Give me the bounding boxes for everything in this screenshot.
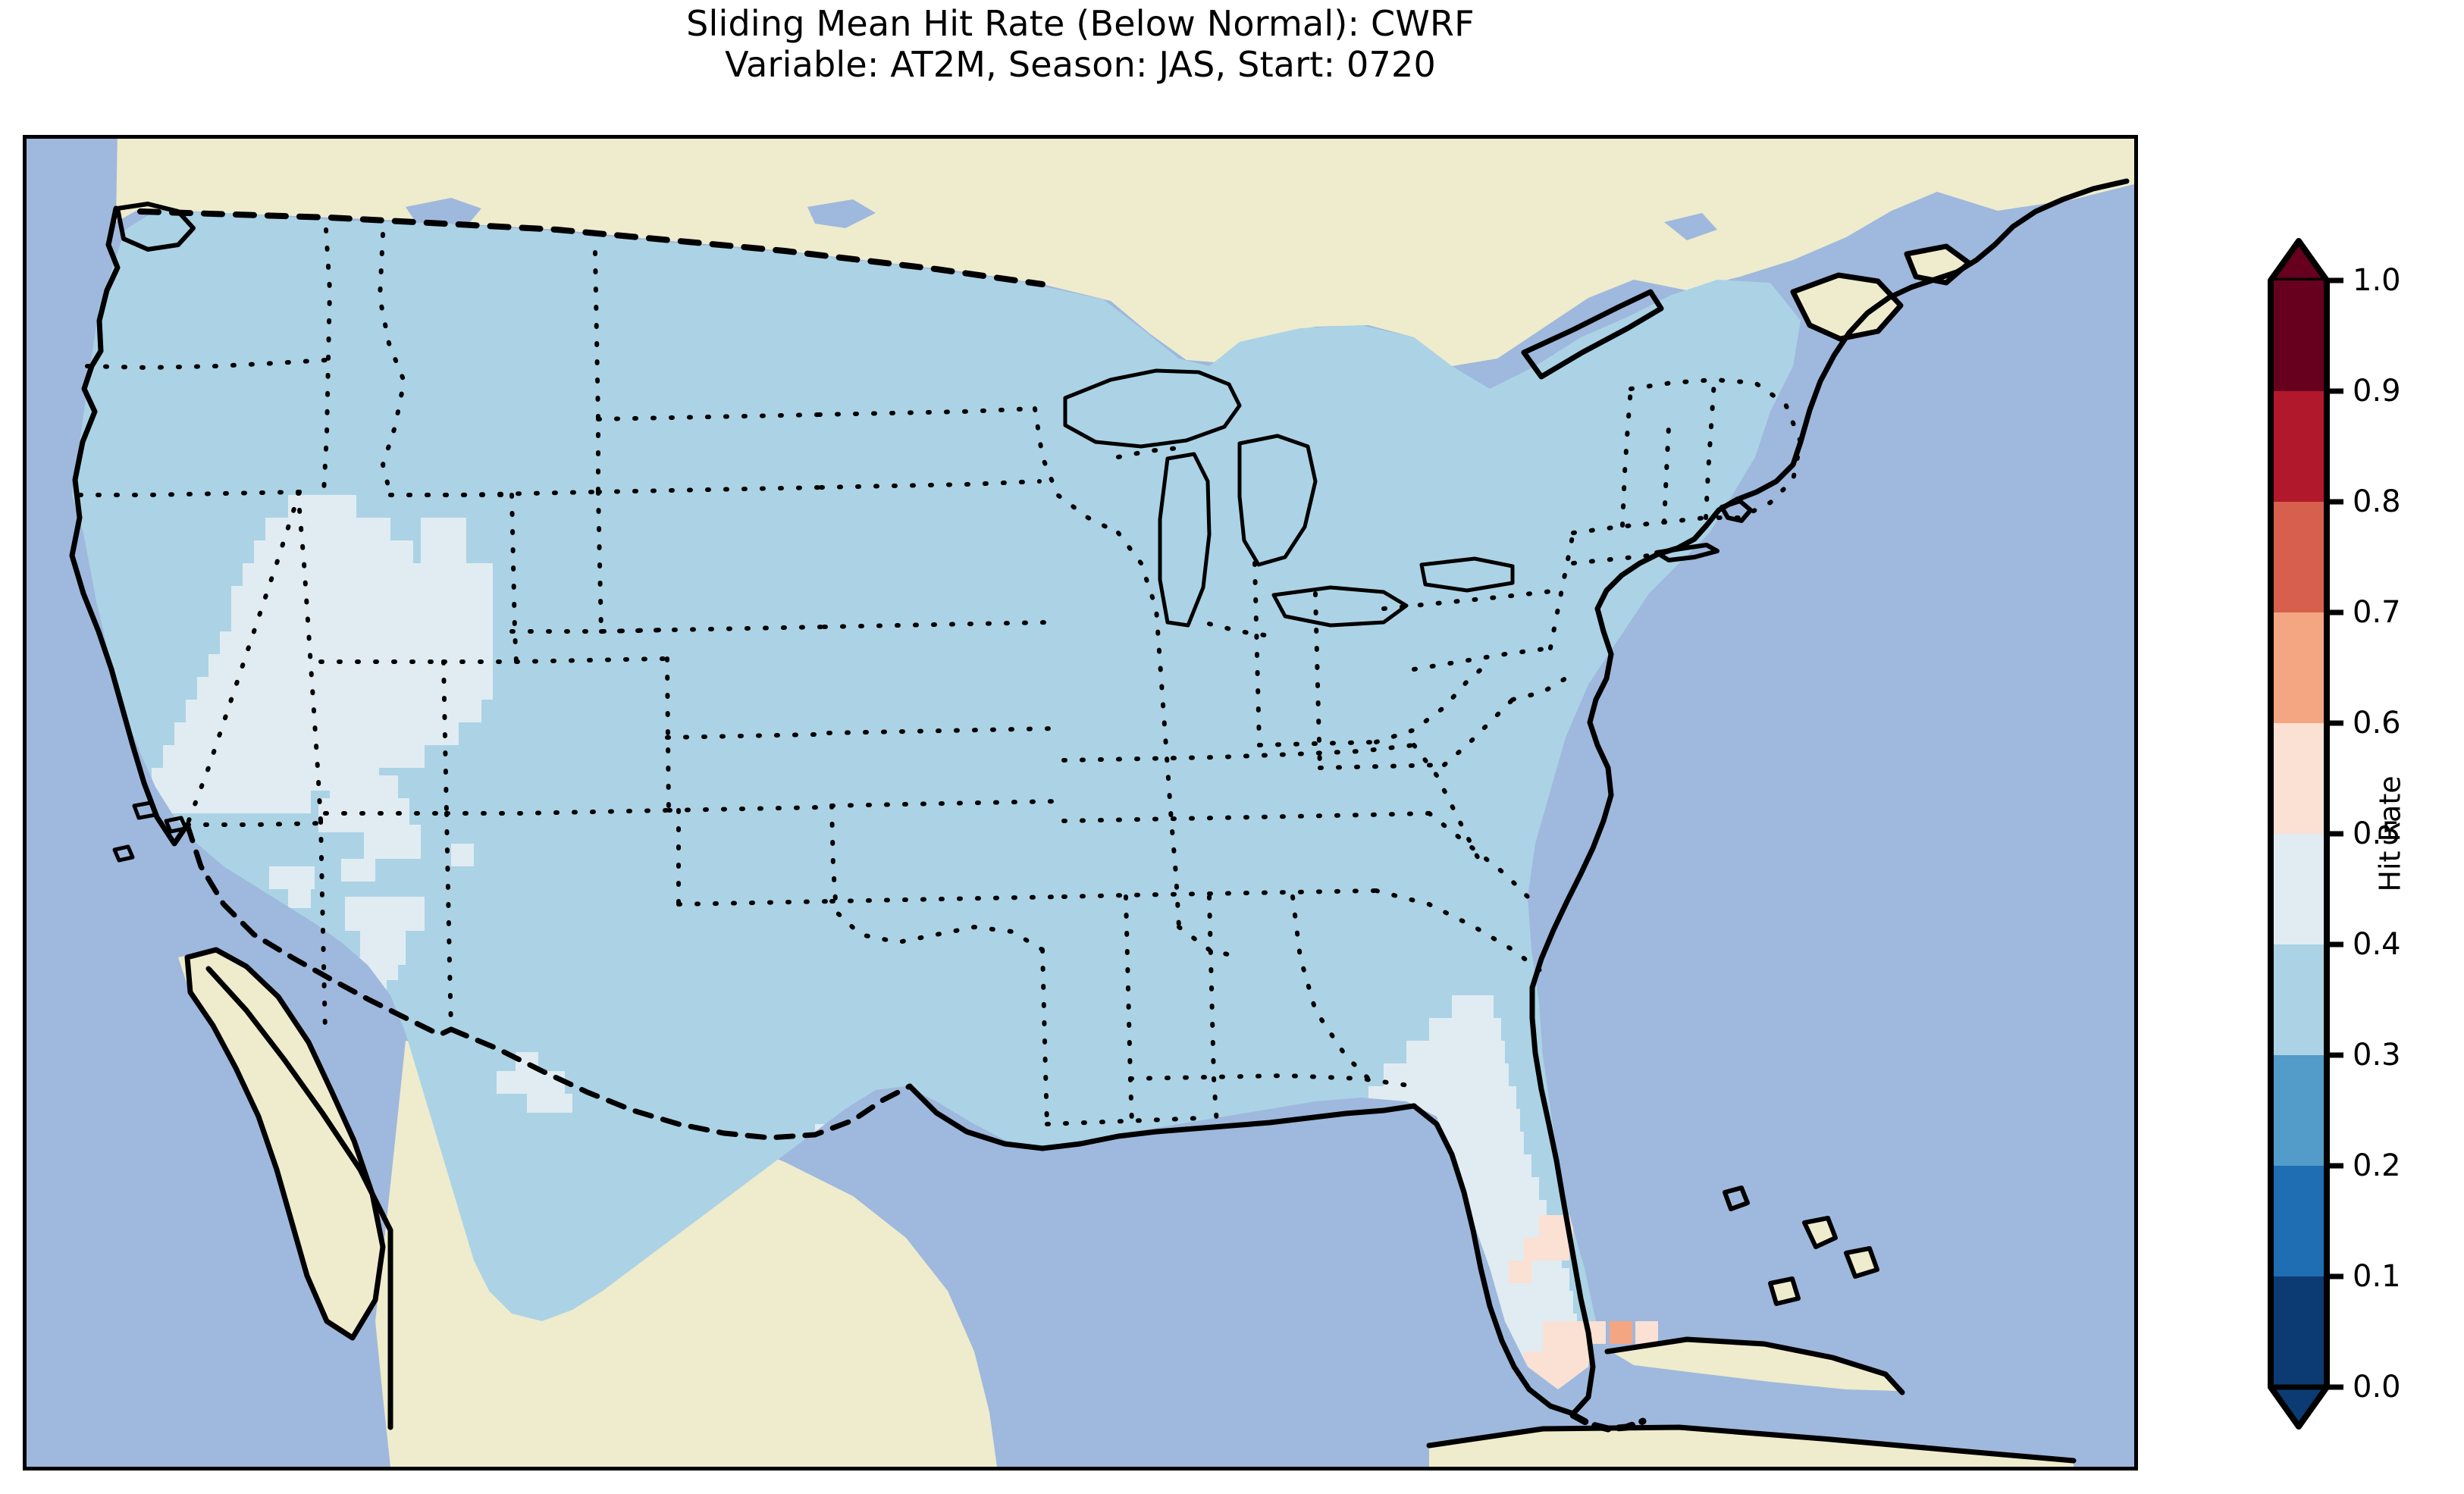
- colorbar-axis-label: Hit Rate: [2368, 227, 2413, 1440]
- colorbar-band-4: [2271, 723, 2327, 835]
- raster-keys-cells: [1607, 1464, 1630, 1467]
- colorbar-tick-label-10: 0.0: [2353, 1370, 2401, 1405]
- colorbar-tick-label-0: 1.0: [2353, 263, 2401, 298]
- colorbar-band-2: [2271, 502, 2327, 613]
- colorbar-band-6: [2271, 944, 2327, 1056]
- canada-landmass: [116, 139, 2134, 366]
- maritimes-landmass: [1793, 274, 1899, 337]
- title-line-1: Sliding Mean Hit Rate (Below Normal): CW…: [686, 3, 1475, 44]
- colorbar: 1.0 0.9 0.8 0.7 0.6 0.5 0.4 0.3 0.2 0.1 0.0 Hit Ra…: [2256, 227, 2464, 1440]
- colorbar-svg: 1.0 0.9 0.8 0.7 0.6 0.5 0.4 0.3 0.2 0.1 0.0: [2268, 238, 2401, 1430]
- colorbar-tick-label-1: 0.9: [2353, 374, 2401, 409]
- colorbar-extend-arrow-top: [2268, 238, 2330, 283]
- colorbar-tick-label-7: 0.3: [2353, 1038, 2401, 1073]
- colorbar-band-8: [2271, 1166, 2327, 1277]
- coastlines: [69, 178, 2130, 1464]
- colorbar-band-5: [2271, 834, 2327, 945]
- bahamas-islands: [1770, 1219, 1876, 1303]
- cuba-landmass: [1611, 1340, 1899, 1391]
- colorbar-band-0: [2271, 280, 2327, 392]
- colorbar-tick-label-2: 0.8: [2353, 484, 2401, 519]
- colorbar-axis-label-text: Hit Rate: [2374, 775, 2407, 892]
- keys-cell-east: [1635, 1321, 1658, 1344]
- colorbar-tick-label-5: 0.5: [2353, 816, 2401, 851]
- raster-bin-0.4-0.5-northwest: [140, 495, 493, 813]
- colorbar-tick-label-4: 0.6: [2353, 706, 2401, 741]
- colorbar-extend-arrow-bottom: [2268, 1384, 2330, 1430]
- colorbar-ticks: 1.0 0.9 0.8 0.7 0.6 0.5 0.4 0.3 0.2 0.1 0.0: [2327, 263, 2401, 1405]
- colorbar-band-9: [2271, 1276, 2327, 1388]
- colorbar-band-1: [2271, 391, 2327, 503]
- colorbar-band-7: [2271, 1055, 2327, 1167]
- cuba-south-landmass: [1429, 1427, 2074, 1467]
- keys-cell-center: [1610, 1321, 1632, 1344]
- baja-landmass: [178, 950, 383, 1336]
- state-borders: [77, 208, 1804, 1141]
- colorbar-tick-label-9: 0.1: [2353, 1259, 2401, 1294]
- colorbar-band-3: [2271, 612, 2327, 724]
- colorbar-tick-label-6: 0.4: [2353, 927, 2401, 962]
- colorbar-tick-label-3: 0.7: [2353, 595, 2401, 630]
- colorbar-tick-label-8: 0.2: [2353, 1148, 2401, 1183]
- map-panel: [23, 135, 2138, 1471]
- colorbar-bands: [2268, 238, 2330, 1430]
- title-line-2: Variable: AT2M, Season: JAS, Start: 0720: [725, 44, 1436, 85]
- page-title: Sliding Mean Hit Rate (Below Normal): CW…: [0, 3, 2161, 85]
- map-svg: [27, 139, 2134, 1467]
